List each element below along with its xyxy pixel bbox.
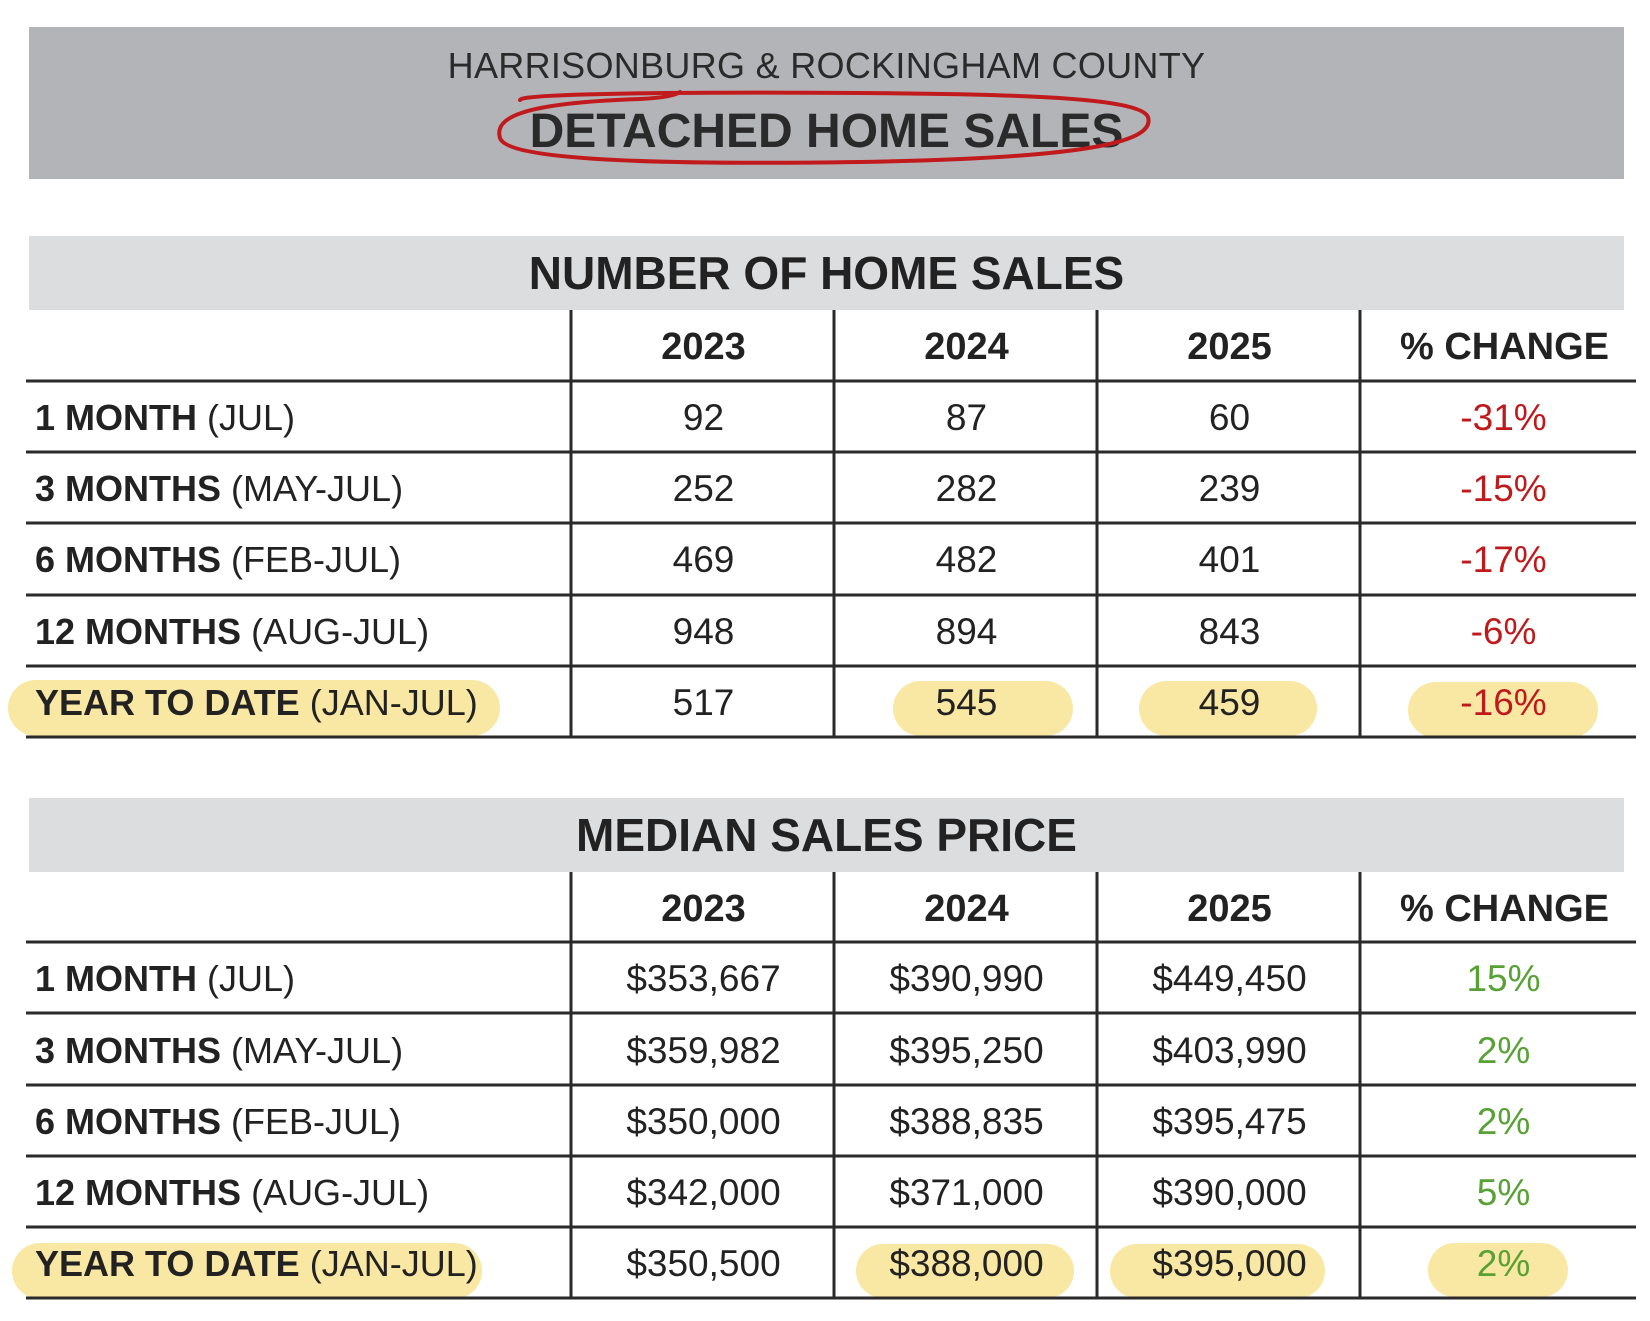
- sales-col-2025: 2025: [1187, 326, 1272, 368]
- table-cell: $353,667: [626, 958, 781, 999]
- price-col-2024: 2024: [924, 888, 1009, 930]
- price-col-change: % CHANGE: [1399, 888, 1610, 930]
- highlight-ytd-2024: [856, 1244, 1074, 1298]
- sales-col-change: % CHANGE: [1399, 326, 1610, 368]
- header-banner: HARRISONBURG & ROCKINGHAM COUNTY DETACHE…: [29, 27, 1624, 179]
- row-label-period: (JAN-JUL): [309, 682, 478, 723]
- table-cell: $395,250: [889, 1030, 1044, 1071]
- table-cell: $449,450: [1152, 958, 1307, 999]
- table-row-label: 12 MONTHS (AUG-JUL): [35, 1172, 429, 1214]
- highlight-ytd-label: [12, 1243, 482, 1299]
- header-subtitle: HARRISONBURG & ROCKINGHAM COUNTY: [447, 45, 1206, 86]
- table-cell: 843: [1198, 611, 1261, 652]
- change-cell: -31%: [1460, 397, 1547, 438]
- table-cell: 282: [935, 468, 998, 509]
- table-cell: $359,982: [626, 1030, 781, 1071]
- table-cell: 252: [672, 468, 735, 509]
- table-cell: 517: [672, 682, 735, 723]
- sales-col-2023: 2023: [661, 326, 746, 368]
- table-cell: 92: [682, 397, 725, 438]
- table-cell: 894: [935, 611, 998, 652]
- highlight-ytd-2025: [1139, 681, 1317, 736]
- table-row-label: 6 MONTHS (FEB-JUL): [35, 539, 401, 581]
- table-cell: $395,000: [1152, 1243, 1307, 1284]
- table-cell: 948: [672, 611, 735, 652]
- change-cell: -17%: [1460, 539, 1547, 580]
- table-cell: 482: [935, 539, 998, 580]
- table-row-label: 3 MONTHS (MAY-JUL): [35, 1030, 403, 1072]
- table-cell: $388,000: [889, 1243, 1044, 1284]
- row-label-period: (AUG-JUL): [251, 1172, 430, 1213]
- table-cell: 401: [1198, 539, 1261, 580]
- change-cell: 5%: [1476, 1172, 1531, 1213]
- sales-section-band: NUMBER OF HOME SALES: [29, 236, 1624, 310]
- row-label-period: (FEB-JUL): [231, 1101, 402, 1142]
- table-row-label: 12 MONTHS (AUG-JUL): [35, 611, 429, 653]
- table-cell: $395,475: [1152, 1101, 1307, 1142]
- row-label-period: (JUL): [207, 397, 296, 438]
- row-label-period: (JUL): [207, 958, 296, 999]
- price-col-2023: 2023: [661, 888, 746, 930]
- table-cell: $388,835: [889, 1101, 1044, 1142]
- table-row-label: 1 MONTH (JUL): [35, 397, 295, 439]
- highlight-ytd-label: [8, 680, 500, 736]
- row-label-main: 6 MONTHS: [35, 1101, 222, 1142]
- table-cell: 459: [1198, 682, 1261, 723]
- row-label-main: YEAR TO DATE: [35, 1243, 300, 1284]
- table-cell: 60: [1208, 397, 1251, 438]
- price-col-2025: 2025: [1187, 888, 1272, 930]
- change-cell: 15%: [1466, 958, 1541, 999]
- table-cell: $350,500: [626, 1243, 781, 1284]
- row-label-period: (JAN-JUL): [309, 1243, 478, 1284]
- table-row-label: 6 MONTHS (FEB-JUL): [35, 1101, 401, 1143]
- change-cell: 2%: [1476, 1101, 1531, 1142]
- table-row-label: YEAR TO DATE (JAN-JUL): [35, 1243, 478, 1285]
- row-label-period: (AUG-JUL): [251, 611, 430, 652]
- highlight-ytd-change: [1428, 1243, 1568, 1297]
- table-cell: $371,000: [889, 1172, 1044, 1213]
- change-cell: -6%: [1470, 611, 1537, 652]
- price-section-title: MEDIAN SALES PRICE: [576, 809, 1077, 861]
- row-label-main: 6 MONTHS: [35, 539, 222, 580]
- table-cell: 469: [672, 539, 735, 580]
- row-label-main: YEAR TO DATE: [35, 682, 300, 723]
- table-cell: $350,000: [626, 1101, 781, 1142]
- table-row-label: 1 MONTH (JUL): [35, 958, 295, 1000]
- table-cell: 87: [945, 397, 988, 438]
- row-label-period: (MAY-JUL): [231, 1030, 404, 1071]
- row-label-period: (MAY-JUL): [231, 468, 404, 509]
- header-title: DETACHED HOME SALES: [529, 105, 1124, 158]
- table-cell: $342,000: [626, 1172, 781, 1213]
- table-cell: $390,000: [1152, 1172, 1307, 1213]
- table-row-label: YEAR TO DATE (JAN-JUL): [35, 682, 478, 724]
- highlight-ytd-2024: [893, 681, 1073, 736]
- table-cell: $390,990: [889, 958, 1044, 999]
- table-cell: 239: [1198, 468, 1261, 509]
- change-cell: 2%: [1476, 1243, 1531, 1284]
- price-section-band: MEDIAN SALES PRICE: [29, 798, 1624, 872]
- table-row-label: 3 MONTHS (MAY-JUL): [35, 468, 403, 510]
- row-label-main: 12 MONTHS: [35, 611, 242, 652]
- sales-section-title: NUMBER OF HOME SALES: [528, 247, 1125, 299]
- highlight-ytd-2025: [1110, 1244, 1325, 1298]
- row-label-main: 1 MONTH: [35, 958, 197, 999]
- row-label-period: (FEB-JUL): [231, 539, 402, 580]
- change-cell: -15%: [1460, 468, 1547, 509]
- change-cell: -16%: [1460, 682, 1547, 723]
- row-label-main: 3 MONTHS: [35, 468, 222, 509]
- highlight-ytd-change: [1408, 682, 1598, 738]
- table-cell: 545: [935, 682, 998, 723]
- row-label-main: 12 MONTHS: [35, 1172, 242, 1213]
- row-label-main: 1 MONTH: [35, 397, 197, 438]
- table-cell: $403,990: [1152, 1030, 1307, 1071]
- change-cell: 2%: [1476, 1030, 1531, 1071]
- sales-col-2024: 2024: [924, 326, 1009, 368]
- row-label-main: 3 MONTHS: [35, 1030, 222, 1071]
